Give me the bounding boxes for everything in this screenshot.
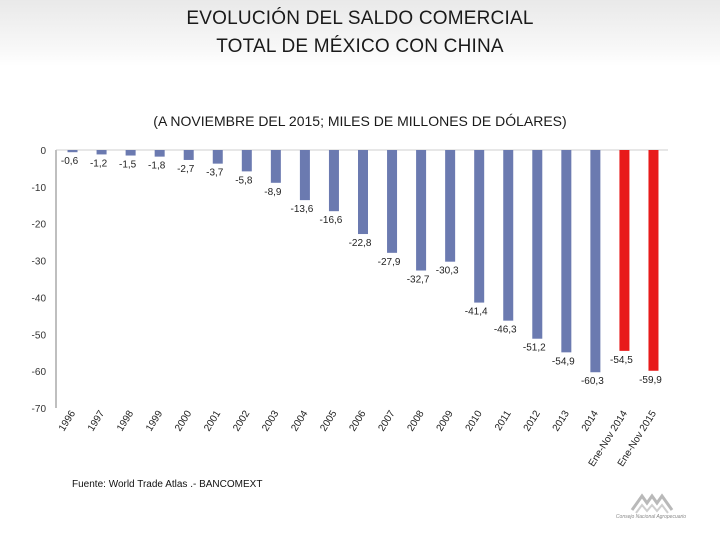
- x-tick-label: 2012: [522, 408, 543, 433]
- data-label: -13,6: [291, 204, 314, 215]
- data-label: -8,9: [264, 187, 282, 198]
- mountains-logo-icon: [630, 493, 674, 514]
- data-label: -16,6: [320, 215, 343, 226]
- logo-text: Consejo Nacional Agropecuario: [615, 514, 687, 520]
- data-label: -0,6: [61, 156, 79, 167]
- header-background: [0, 0, 720, 66]
- y-tick-label: -50: [32, 330, 47, 341]
- bar: [503, 150, 514, 321]
- data-label: -2,7: [177, 164, 195, 175]
- bar: [96, 150, 107, 155]
- bar: [212, 150, 223, 164]
- y-tick-label: -30: [32, 257, 47, 268]
- bar: [183, 150, 194, 160]
- x-tick-label: 2011: [493, 408, 514, 432]
- data-label: -27,9: [378, 257, 401, 268]
- bar: [328, 150, 339, 212]
- x-tick-label: 2004: [289, 408, 310, 433]
- y-tick-label: -40: [32, 293, 47, 304]
- y-tick-label: -10: [32, 183, 47, 194]
- x-tick-label: 2005: [318, 408, 339, 433]
- bar: [590, 150, 601, 373]
- data-label: -51,2: [523, 343, 546, 354]
- bar: [154, 150, 165, 157]
- y-tick-label: 0: [40, 146, 46, 157]
- x-tick-label: 2007: [376, 408, 397, 433]
- chart-subtitle: (A NOVIEMBRE DEL 2015; MILES DE MILLONES…: [153, 113, 567, 129]
- bar: [299, 150, 310, 201]
- data-label: -1,2: [90, 158, 108, 169]
- data-label: -5,8: [235, 175, 253, 186]
- x-tick-label: 2001: [202, 408, 223, 433]
- data-label: -3,7: [206, 168, 224, 179]
- bar: [125, 150, 136, 156]
- bar: [358, 150, 368, 235]
- bar: [416, 150, 427, 271]
- bar: [561, 150, 572, 353]
- title-line-2: TOTAL DE MÉXICO CON CHINA: [216, 36, 504, 57]
- bar: [619, 150, 630, 351]
- x-tick-label: 1998: [115, 408, 136, 433]
- data-label: -60,3: [581, 376, 604, 387]
- x-tick-label: 2010: [464, 408, 485, 433]
- x-tick-label: 2002: [231, 408, 252, 433]
- bar: [387, 150, 398, 253]
- bar: [648, 150, 659, 371]
- x-tick-label: 2006: [347, 408, 368, 433]
- title-line-1: EVOLUCIÓN DEL SALDO COMERCIAL: [186, 8, 534, 29]
- logo: Consejo Nacional Agropecuario: [596, 484, 706, 524]
- y-tick-label: -20: [32, 220, 47, 231]
- x-tick-label: 1999: [144, 408, 165, 433]
- bar: [67, 150, 78, 153]
- data-label: -59,9: [639, 375, 662, 386]
- data-label: -46,3: [494, 325, 517, 336]
- data-label: -32,7: [407, 275, 430, 286]
- data-label: -22,8: [349, 238, 372, 249]
- x-tick-label: 2009: [435, 408, 456, 433]
- bar: [241, 150, 252, 172]
- data-label: -54,5: [610, 355, 633, 366]
- data-label: -41,4: [465, 307, 488, 318]
- bar: [270, 150, 281, 183]
- x-tick-label: 1996: [57, 408, 78, 433]
- x-tick-label: 2013: [551, 408, 572, 433]
- x-tick-label: 1997: [86, 408, 107, 433]
- data-label: -1,8: [148, 161, 166, 172]
- y-tick-label: -60: [32, 367, 47, 378]
- x-tick-label: 2014: [580, 408, 601, 433]
- source-note: Fuente: World Trade Atlas .- BANCOMEXT: [72, 479, 263, 490]
- x-tick-label: 2003: [260, 408, 281, 433]
- bar: [445, 150, 456, 262]
- data-label: -54,9: [552, 356, 575, 367]
- bar: [474, 150, 485, 303]
- x-tick-label: 2008: [406, 408, 427, 433]
- y-tick-label: -70: [32, 404, 47, 415]
- data-label: -30,3: [436, 266, 459, 277]
- x-tick-label: 2000: [173, 408, 194, 433]
- bar: [532, 150, 543, 339]
- data-label: -1,5: [119, 160, 137, 171]
